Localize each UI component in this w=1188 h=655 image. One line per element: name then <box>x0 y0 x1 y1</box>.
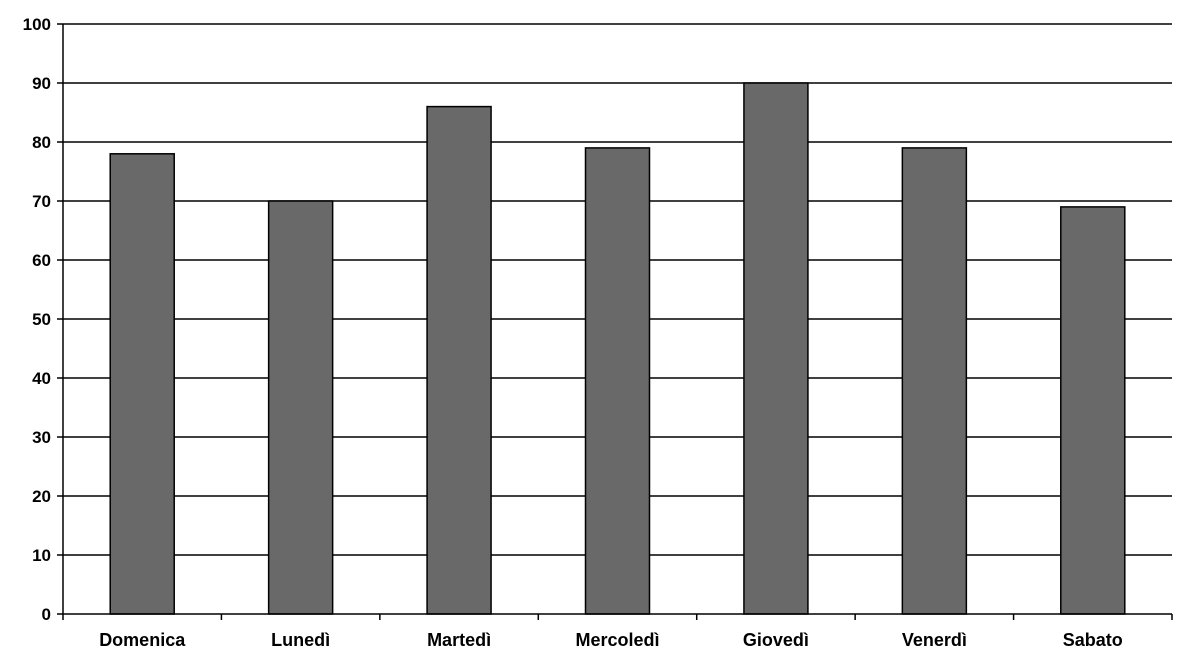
x-tick-label: Mercoledì <box>575 630 659 650</box>
x-tick-label: Lunedì <box>271 630 330 650</box>
y-tick-label: 100 <box>23 15 51 34</box>
y-tick-label: 30 <box>32 428 51 447</box>
y-tick-label: 20 <box>32 487 51 506</box>
bar-venerdì <box>901 147 968 615</box>
x-tick-label: Giovedì <box>743 630 809 650</box>
x-tick-label: Sabato <box>1063 630 1123 650</box>
bar-giovedì <box>743 82 809 615</box>
bars <box>109 82 1126 615</box>
y-tick-labels: 0 10 20 30 40 50 60 70 80 90 100 <box>23 15 51 624</box>
x-tick-labels: Domenica Lunedì Martedì Mercoledì Giovedì Ven… <box>99 630 1123 650</box>
bar-lunedì <box>267 200 334 615</box>
bar-martedì <box>426 105 492 615</box>
x-tick-label: Martedì <box>427 630 491 650</box>
y-tick-label: 70 <box>32 192 51 211</box>
bar-domenica <box>109 153 175 615</box>
y-tick-label: 40 <box>32 369 51 388</box>
axes <box>57 23 1173 620</box>
y-tick-label: 50 <box>32 310 51 329</box>
x-tick-label: Venerdì <box>902 630 967 650</box>
bar-sabato <box>1060 206 1126 615</box>
y-tick-label: 0 <box>42 605 51 624</box>
y-tick-label: 60 <box>32 251 51 270</box>
y-tick-label: 90 <box>32 74 51 93</box>
bar-mercoledì <box>584 147 651 615</box>
x-tick-label: Domenica <box>99 630 186 650</box>
y-tick-label: 80 <box>32 133 51 152</box>
y-tick-label: 10 <box>32 546 51 565</box>
